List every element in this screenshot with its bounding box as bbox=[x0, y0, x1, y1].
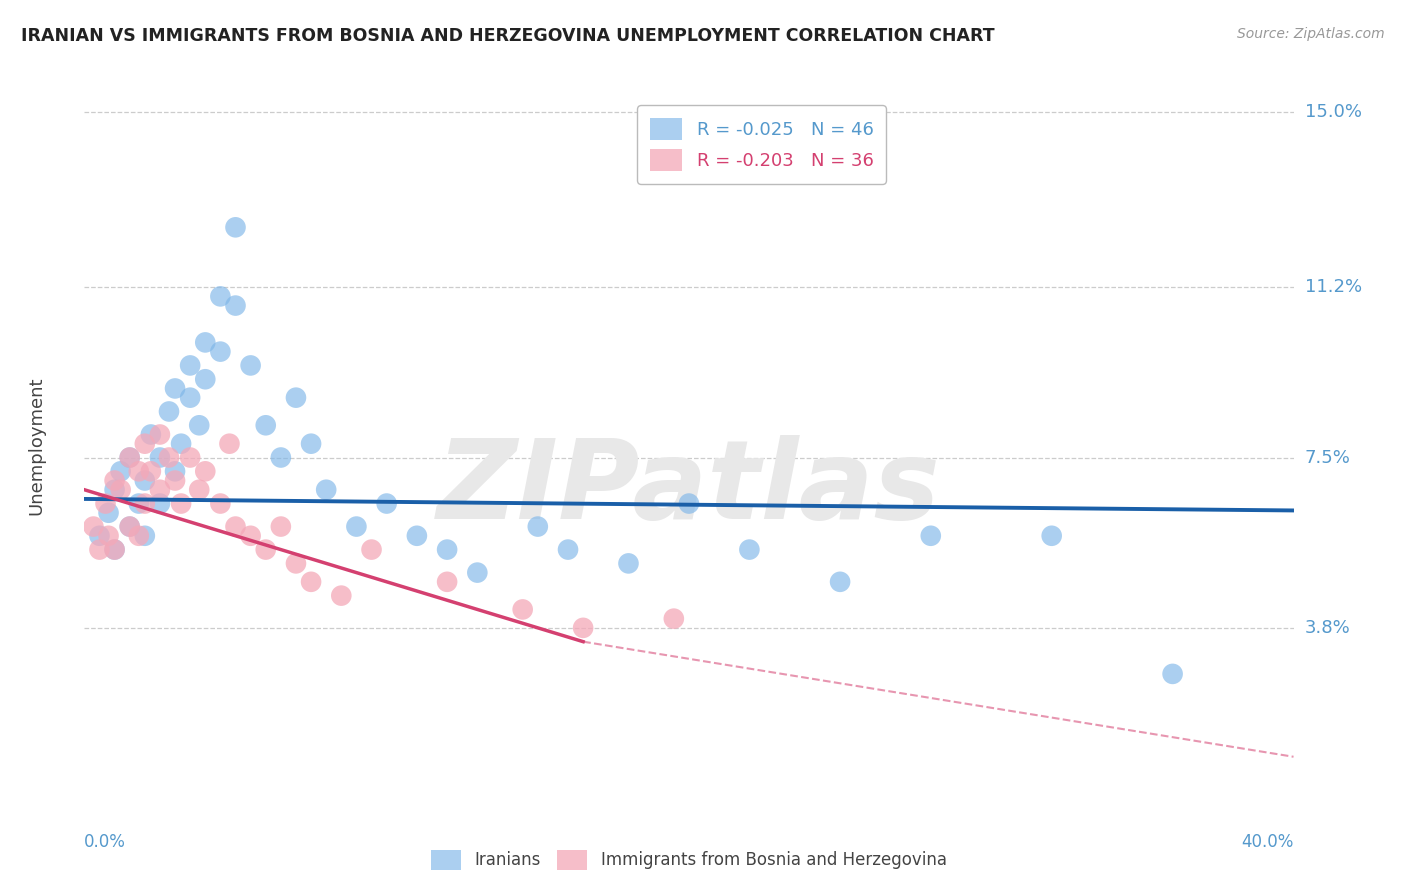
Point bbox=[97, 529, 120, 543]
Point bbox=[406, 529, 429, 543]
Point bbox=[149, 427, 172, 442]
Point bbox=[346, 519, 368, 533]
Point bbox=[526, 519, 548, 533]
Point bbox=[209, 497, 232, 511]
Point bbox=[239, 529, 262, 543]
Point bbox=[149, 497, 172, 511]
Point bbox=[104, 474, 127, 488]
Point bbox=[512, 602, 534, 616]
Point bbox=[110, 464, 132, 478]
Point bbox=[139, 464, 162, 478]
Point bbox=[118, 519, 141, 533]
Point bbox=[163, 381, 186, 395]
Point bbox=[1040, 529, 1063, 543]
Point bbox=[128, 497, 150, 511]
Point bbox=[163, 474, 186, 488]
Text: 40.0%: 40.0% bbox=[1241, 833, 1294, 851]
Point bbox=[194, 464, 217, 478]
Point bbox=[94, 497, 117, 511]
Point bbox=[678, 497, 700, 511]
Point bbox=[128, 464, 150, 478]
Text: 0.0%: 0.0% bbox=[84, 833, 127, 851]
Point bbox=[209, 344, 232, 359]
Point bbox=[738, 542, 761, 557]
Point bbox=[617, 557, 640, 571]
Point bbox=[254, 418, 277, 433]
Point bbox=[134, 436, 156, 450]
Point bbox=[149, 483, 172, 497]
Point bbox=[299, 574, 322, 589]
Point bbox=[270, 519, 292, 533]
Text: IRANIAN VS IMMIGRANTS FROM BOSNIA AND HERZEGOVINA UNEMPLOYMENT CORRELATION CHART: IRANIAN VS IMMIGRANTS FROM BOSNIA AND HE… bbox=[21, 27, 994, 45]
Point bbox=[149, 450, 172, 465]
Point bbox=[118, 519, 141, 533]
Point bbox=[662, 612, 685, 626]
Point bbox=[920, 529, 942, 543]
Point bbox=[830, 574, 852, 589]
Point bbox=[225, 299, 247, 313]
Point bbox=[225, 519, 247, 533]
Point bbox=[179, 450, 201, 465]
Text: ZIPatlas: ZIPatlas bbox=[437, 435, 941, 542]
Point bbox=[209, 289, 232, 303]
Point bbox=[315, 483, 337, 497]
Point bbox=[436, 542, 458, 557]
Point bbox=[104, 483, 127, 497]
Text: 15.0%: 15.0% bbox=[1305, 103, 1361, 121]
Point bbox=[239, 359, 262, 373]
Point bbox=[299, 436, 322, 450]
Point bbox=[139, 427, 162, 442]
Point bbox=[218, 436, 240, 450]
Point bbox=[194, 372, 217, 386]
Point bbox=[163, 464, 186, 478]
Legend: Iranians, Immigrants from Bosnia and Herzegovina: Iranians, Immigrants from Bosnia and Her… bbox=[425, 843, 953, 877]
Point bbox=[360, 542, 382, 557]
Point bbox=[270, 450, 292, 465]
Point bbox=[225, 220, 247, 235]
Point bbox=[188, 483, 211, 497]
Point bbox=[128, 529, 150, 543]
Point bbox=[572, 621, 595, 635]
Text: 7.5%: 7.5% bbox=[1305, 449, 1351, 467]
Point bbox=[1161, 666, 1184, 681]
Point bbox=[134, 474, 156, 488]
Point bbox=[89, 529, 111, 543]
Text: 11.2%: 11.2% bbox=[1305, 278, 1362, 296]
Point bbox=[194, 335, 217, 350]
Point bbox=[170, 436, 193, 450]
Point bbox=[97, 506, 120, 520]
Point bbox=[104, 542, 127, 557]
Point bbox=[157, 450, 180, 465]
Point bbox=[375, 497, 398, 511]
Point bbox=[179, 359, 201, 373]
Point bbox=[170, 497, 193, 511]
Point bbox=[284, 391, 308, 405]
Point bbox=[179, 391, 201, 405]
Text: 3.8%: 3.8% bbox=[1305, 619, 1350, 637]
Point bbox=[157, 404, 180, 418]
Point bbox=[557, 542, 579, 557]
Point bbox=[118, 450, 141, 465]
Text: Unemployment: Unemployment bbox=[27, 376, 45, 516]
Point bbox=[134, 497, 156, 511]
Point bbox=[284, 557, 308, 571]
Point bbox=[254, 542, 277, 557]
Point bbox=[89, 542, 111, 557]
Point bbox=[467, 566, 489, 580]
Point bbox=[330, 589, 353, 603]
Text: Source: ZipAtlas.com: Source: ZipAtlas.com bbox=[1237, 27, 1385, 41]
Point bbox=[104, 542, 127, 557]
Point bbox=[82, 519, 104, 533]
Point bbox=[110, 483, 132, 497]
Point bbox=[134, 529, 156, 543]
Point bbox=[436, 574, 458, 589]
Point bbox=[188, 418, 211, 433]
Point bbox=[118, 450, 141, 465]
